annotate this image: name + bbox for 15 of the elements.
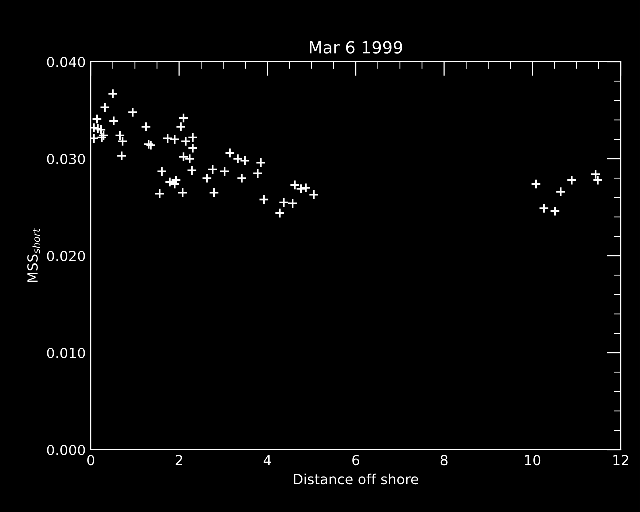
x-tick-label: 0	[87, 455, 94, 466]
x-tick-label: 8	[440, 455, 448, 466]
x-tick-label: 4	[264, 455, 272, 466]
y-tick-label: 0.010	[47, 348, 86, 358]
x-axis-title: Distance off shore	[294, 474, 418, 485]
chart-title: Mar 6 1999	[310, 41, 402, 54]
x-tick-label: 2	[176, 455, 182, 466]
x-tick-label: 10	[525, 455, 541, 466]
y-axis-title: MSS$_{short}$	[28, 228, 40, 282]
x-tick-label: 12	[614, 455, 628, 466]
y-tick-label: 0.000	[47, 444, 86, 456]
y-tick-label: 0.030	[47, 154, 86, 164]
y-tick-label: 0.040	[47, 56, 86, 68]
y-tick-label: 0.020	[47, 250, 86, 262]
x-tick-label: 6	[352, 455, 360, 466]
